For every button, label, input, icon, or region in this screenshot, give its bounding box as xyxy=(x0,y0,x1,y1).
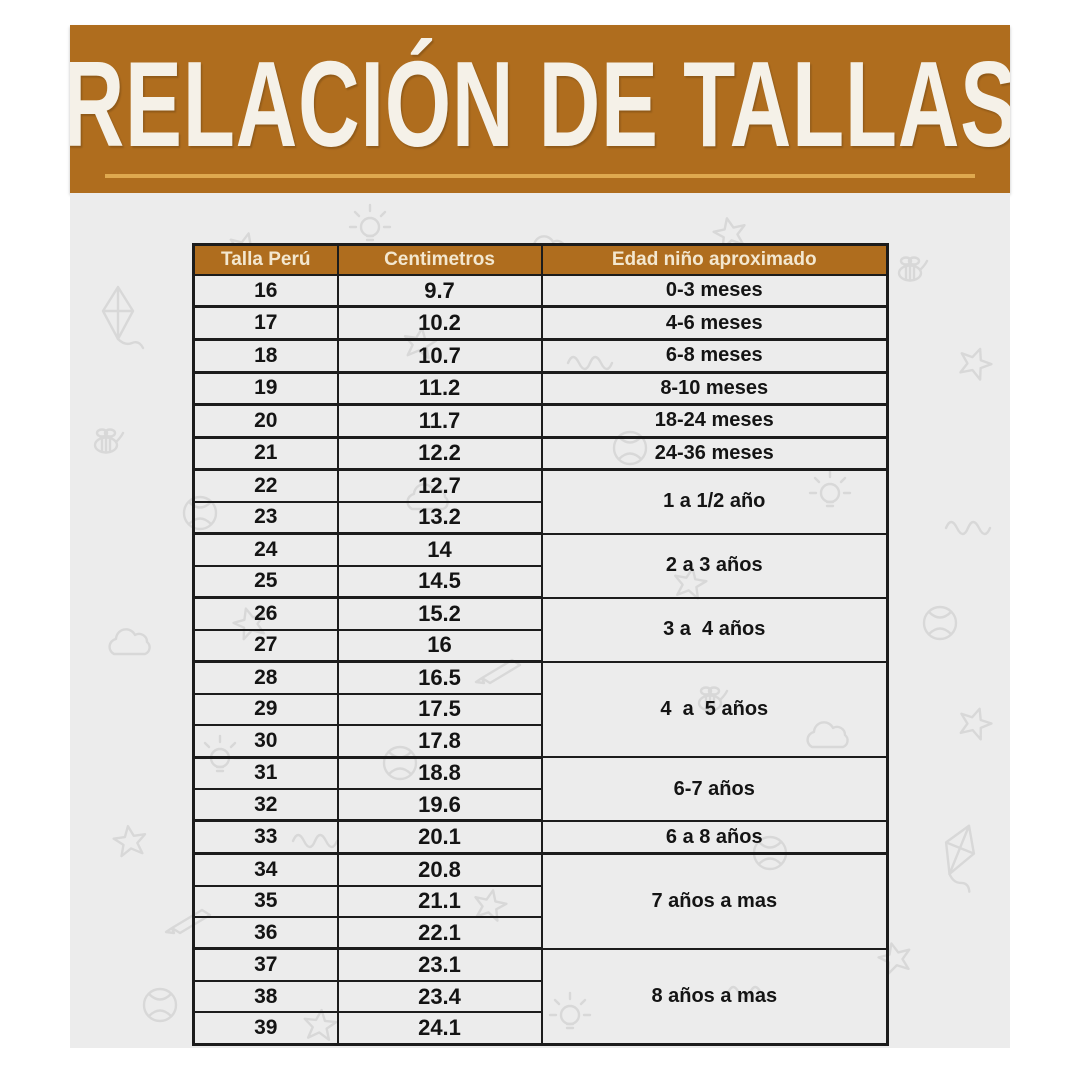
talla-peru-cell: 31 xyxy=(192,756,339,790)
centimetros-cell: 12.2 xyxy=(336,436,543,472)
table-row: 23 13.2 xyxy=(192,500,888,536)
table-row: 32 19.6 xyxy=(192,788,888,823)
table-row: 17 10.2 4-6 meses xyxy=(192,305,889,342)
centimetros-cell: 14.5 xyxy=(336,564,543,600)
column-header-talla-peru: Talla Perú xyxy=(192,243,339,276)
centimetros-cell: 17.5 xyxy=(336,692,543,727)
centimetros-cell: 20.8 xyxy=(336,852,543,887)
table-row: 28 16.5 4 a 5 años xyxy=(192,660,889,759)
talla-peru-cell: 26 xyxy=(192,596,339,631)
edad-cell: 18-24 meses xyxy=(540,403,889,439)
table-row: 39 24.1 xyxy=(192,1011,888,1047)
centimetros-cell: 19.6 xyxy=(336,788,543,823)
centimetros-cell: 9.7 xyxy=(336,274,543,309)
talla-peru-cell: 36 xyxy=(192,915,339,951)
size-table-body: 16 9.7 0-3 meses 17 10.2 4-6 meses 18 10.7 6-8 m… xyxy=(192,274,889,1047)
talla-peru-cell: 37 xyxy=(192,947,339,982)
centimetros-cell: 11.7 xyxy=(336,403,543,439)
centimetros-cell: 10.2 xyxy=(336,305,543,342)
edad-cell: 1 a 1/2 año xyxy=(540,468,889,535)
talla-peru-cell: 20 xyxy=(192,403,339,439)
talla-peru-cell: 32 xyxy=(192,788,339,823)
centimetros-cell: 10.7 xyxy=(336,338,543,374)
table-row: 37 23.1 8 años a mas xyxy=(192,947,889,1046)
talla-peru-cell: 17 xyxy=(192,305,339,342)
table-row: 16 9.7 0-3 meses xyxy=(192,274,889,309)
table-row: 26 15.2 3 a 4 años xyxy=(192,596,889,663)
centimetros-cell: 14 xyxy=(336,532,543,567)
table-row: 36 22.1 xyxy=(192,915,888,951)
table-row: 19 11.2 8-10 meses xyxy=(192,371,889,407)
edad-cell: 6 a 8 años xyxy=(540,819,889,856)
centimetros-cell: 15.2 xyxy=(336,596,543,631)
centimetros-cell: 16 xyxy=(336,628,543,664)
talla-peru-cell: 39 xyxy=(192,1011,339,1047)
table-header-row: Talla Perú Centimetros Edad niño aproxim… xyxy=(192,243,889,276)
talla-peru-cell: 28 xyxy=(192,660,339,695)
centimetros-cell: 13.2 xyxy=(336,500,543,536)
centimetros-cell: 22.1 xyxy=(336,915,543,951)
talla-peru-cell: 22 xyxy=(192,468,339,503)
size-chart-table: Talla Perú Centimetros Edad niño aproxim… xyxy=(192,243,889,1047)
edad-cell: 4 a 5 años xyxy=(540,660,889,759)
table-row: 29 17.5 xyxy=(192,692,888,727)
edad-cell: 24-36 meses xyxy=(540,436,889,472)
table-row: 21 12.2 24-36 meses xyxy=(192,436,889,472)
table-row: 34 20.8 7 años a mas xyxy=(192,852,889,950)
centimetros-cell: 16.5 xyxy=(336,660,543,695)
centimetros-cell: 12.7 xyxy=(336,468,543,503)
edad-cell: 8 años a mas xyxy=(540,947,889,1046)
title-banner: RELACIÓN DE TALLAS xyxy=(70,25,1010,193)
centimetros-cell: 17.8 xyxy=(336,724,543,759)
talla-peru-cell: 18 xyxy=(192,338,339,374)
centimetros-cell: 18.8 xyxy=(336,756,543,790)
centimetros-cell: 11.2 xyxy=(336,371,543,407)
talla-peru-cell: 30 xyxy=(192,724,339,759)
table-row: 24 14 2 a 3 años xyxy=(192,532,889,599)
table-row: 22 12.7 1 a 1/2 año xyxy=(192,468,889,535)
table-row: 38 23.4 xyxy=(192,979,888,1014)
talla-peru-cell: 19 xyxy=(192,371,339,407)
edad-cell: 2 a 3 años xyxy=(540,532,889,599)
title-underline xyxy=(105,173,975,178)
centimetros-cell: 23.1 xyxy=(336,947,543,982)
centimetros-cell: 21.1 xyxy=(336,884,543,918)
content-area: Talla Perú Centimetros Edad niño aproxim… xyxy=(70,193,1010,1048)
edad-cell: 4-6 meses xyxy=(540,305,889,342)
edad-cell: 6-7 años xyxy=(540,756,889,822)
edad-cell: 7 años a mas xyxy=(540,852,889,950)
centimetros-cell: 23.4 xyxy=(336,979,543,1014)
table-row: 18 10.7 6-8 meses xyxy=(192,338,889,374)
talla-peru-cell: 24 xyxy=(192,532,339,567)
talla-peru-cell: 33 xyxy=(192,819,339,856)
table-row: 31 18.8 6-7 años xyxy=(192,756,889,822)
talla-peru-cell: 34 xyxy=(192,852,339,887)
centimetros-cell: 20.1 xyxy=(336,819,543,856)
column-header-edad: Edad niño aproximado xyxy=(540,243,889,276)
edad-cell: 8-10 meses xyxy=(540,371,889,407)
table-row: 27 16 xyxy=(192,628,888,664)
column-header-centimetros: Centimetros xyxy=(336,243,543,276)
edad-cell: 6-8 meses xyxy=(540,338,889,374)
table-row: 20 11.7 18-24 meses xyxy=(192,403,889,439)
page-title: RELACIÓN DE TALLAS xyxy=(70,35,1010,172)
edad-cell: 3 a 4 años xyxy=(540,596,889,663)
talla-peru-cell: 35 xyxy=(192,884,339,918)
centimetros-cell: 24.1 xyxy=(336,1011,543,1047)
talla-peru-cell: 38 xyxy=(192,979,339,1014)
edad-cell: 0-3 meses xyxy=(540,274,889,309)
talla-peru-cell: 21 xyxy=(192,436,339,472)
talla-peru-cell: 29 xyxy=(192,692,339,727)
table-row: 35 21.1 xyxy=(192,884,888,918)
table-row: 33 20.1 6 a 8 años xyxy=(192,819,889,856)
table-row: 25 14.5 xyxy=(192,564,888,600)
table-row: 30 17.8 xyxy=(192,724,888,759)
talla-peru-cell: 16 xyxy=(192,274,339,309)
talla-peru-cell: 23 xyxy=(192,500,339,536)
talla-peru-cell: 27 xyxy=(192,628,339,664)
talla-peru-cell: 25 xyxy=(192,564,339,600)
